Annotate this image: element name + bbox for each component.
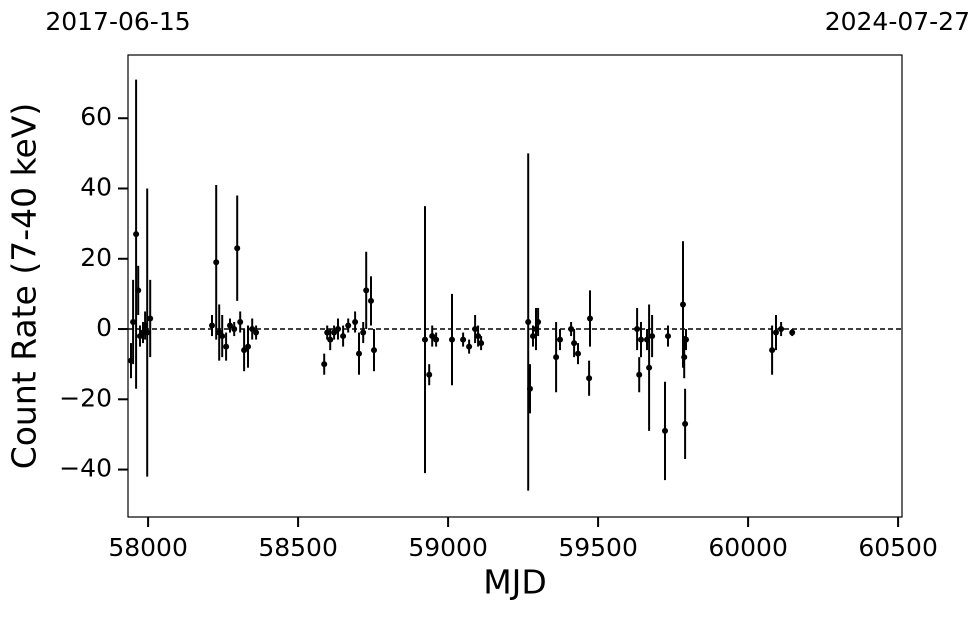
data-point [327,336,334,343]
data-point [368,297,374,304]
data-point [571,340,578,347]
data-point [433,336,440,343]
data-point [324,329,331,336]
data-point [475,333,482,340]
data-point [356,350,362,357]
data-point [557,336,563,343]
data-point [773,329,779,336]
data-point [371,347,377,354]
data-point [587,315,593,322]
data-point [525,319,532,326]
data-point [133,231,140,238]
data-point [363,287,370,294]
y-tick-label: 20 [80,243,112,272]
data-point [478,340,485,347]
data-point [636,371,643,378]
data-point [527,385,533,392]
data-point [241,347,248,354]
data-point [530,333,536,340]
data-point [130,319,137,326]
data-point [682,420,689,427]
data-point [335,326,341,333]
data-point [234,245,241,252]
y-tick-label: 40 [80,173,112,202]
y-tick-label: 60 [80,102,112,131]
data-point [321,361,328,368]
data-point [340,333,347,340]
data-point [213,259,220,266]
y-axis-label: Count Rate (7-40 keV) [5,103,44,470]
data-point [683,336,689,343]
data-point [460,336,467,343]
x-tick-label: 58000 [108,533,188,562]
data-point [681,354,688,361]
x-tick-label: 59500 [558,533,638,562]
data-point [634,326,641,333]
data-point [680,301,686,308]
x-tick-label: 58500 [258,533,338,562]
data-point [568,326,575,333]
data-point [227,322,233,329]
y-tick-label: −40 [59,454,112,483]
x-tick-label: 59000 [408,533,488,562]
data-point [789,329,796,336]
data-point [466,343,473,350]
data-point [553,354,560,361]
data-point [449,336,455,343]
data-point [646,364,653,371]
x-axis-label: MJD [483,563,547,602]
data-point [249,326,256,333]
data-point [426,371,433,378]
annotation: 2024-07-27 [825,7,970,36]
plot-frame [127,54,903,518]
data-point [352,319,359,326]
x-tick-label: 60000 [708,533,788,562]
data-point [535,319,542,326]
data-point [147,315,154,322]
data-point [649,333,656,340]
data-point [429,333,436,340]
data-point [345,322,352,329]
x-tick-label: 60500 [858,533,938,562]
data-point [135,287,142,294]
data-point [638,336,644,343]
data-point [662,427,668,434]
data-point [472,326,479,333]
data-point [144,329,151,336]
data-point [769,347,776,354]
data-point [331,329,338,336]
data-point [778,326,785,333]
data-point [223,343,230,350]
data-point [575,350,581,357]
data-point [665,333,671,340]
data-point [422,336,428,343]
data-point [360,329,367,336]
data-point [586,375,593,382]
data-point [219,333,226,340]
data-point [231,326,238,333]
data-point [245,343,251,350]
y-tick-label: −20 [59,383,112,412]
data-point [209,322,215,329]
data-point [253,329,260,336]
data-point [237,319,244,326]
annotation: 2017-06-15 [45,7,190,36]
y-tick-label: 0 [96,313,112,342]
